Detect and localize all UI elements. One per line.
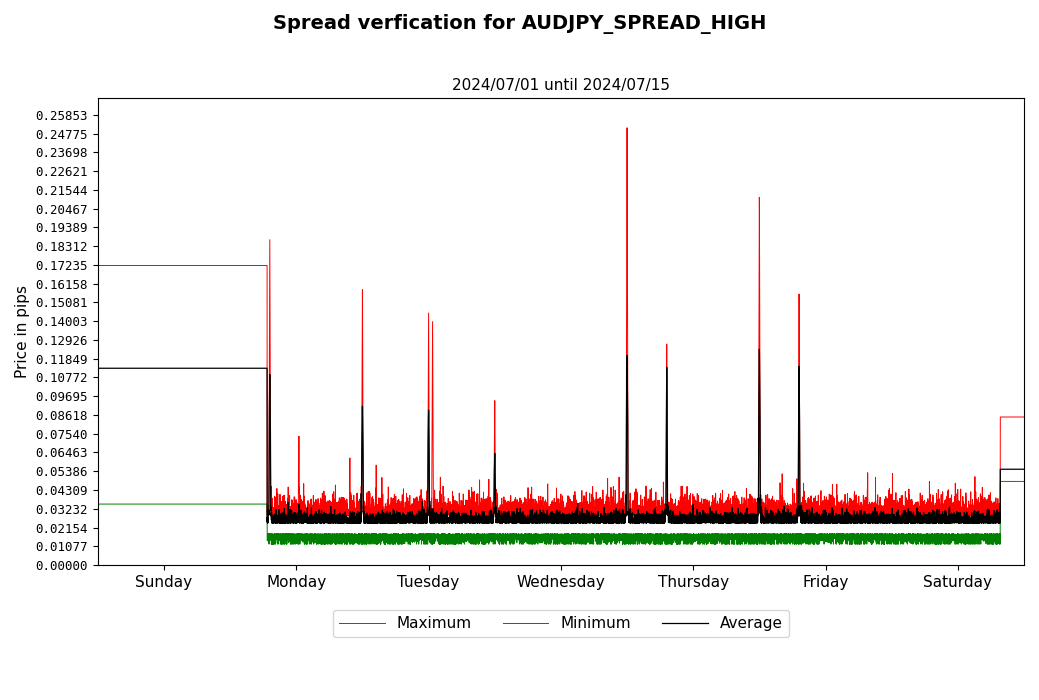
- Maximum: [441, 510, 453, 519]
- Minimum: [302, 533, 315, 541]
- Maximum: [302, 503, 315, 512]
- Maximum: [300, 510, 313, 518]
- Maximum: [1018, 413, 1031, 421]
- Average: [928, 516, 940, 524]
- Average: [300, 517, 313, 525]
- Legend: Maximum, Minimum, Average: Maximum, Minimum, Average: [332, 610, 789, 637]
- Maximum: [925, 512, 937, 521]
- Y-axis label: Price in pips: Price in pips: [15, 285, 30, 378]
- Average: [441, 519, 453, 527]
- Maximum: [620, 124, 633, 132]
- Minimum: [91, 500, 104, 508]
- Average: [238, 364, 250, 372]
- Minimum: [263, 540, 275, 548]
- Maximum: [91, 261, 104, 270]
- Minimum: [928, 532, 940, 540]
- Maximum: [308, 510, 320, 519]
- Line: Maximum: Maximum: [98, 128, 1024, 517]
- Minimum: [238, 500, 250, 508]
- Minimum: [994, 477, 1007, 486]
- Maximum: [928, 510, 940, 519]
- Average: [308, 519, 320, 527]
- Average: [302, 515, 315, 524]
- Title: 2024/07/01 until 2024/07/15: 2024/07/01 until 2024/07/15: [452, 78, 670, 93]
- Text: Spread verfication for AUDJPY_SPREAD_HIGH: Spread verfication for AUDJPY_SPREAD_HIG…: [273, 14, 766, 34]
- Average: [91, 364, 104, 372]
- Average: [587, 519, 600, 527]
- Average: [753, 345, 766, 354]
- Minimum: [441, 530, 453, 538]
- Minimum: [1018, 477, 1031, 486]
- Maximum: [238, 261, 250, 270]
- Minimum: [308, 540, 320, 548]
- Average: [1018, 465, 1031, 473]
- Minimum: [300, 532, 313, 540]
- Line: Minimum: Minimum: [98, 482, 1024, 544]
- Line: Average: Average: [98, 349, 1024, 523]
